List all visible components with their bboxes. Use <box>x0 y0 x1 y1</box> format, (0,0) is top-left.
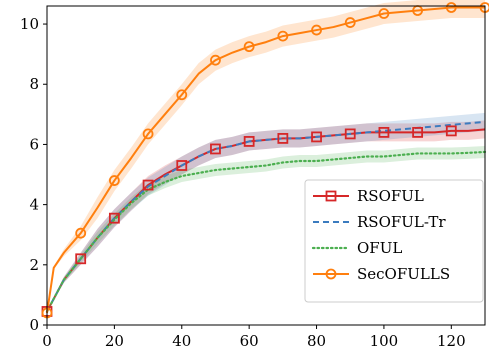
marker-series-3-4 <box>176 89 188 101</box>
x-tick-label-100: 100 <box>370 332 399 350</box>
marker-series-0-7 <box>277 133 289 144</box>
x-tick-label-60: 60 <box>240 332 259 350</box>
y-axis: 0 2 4 6 8 10 <box>20 15 47 334</box>
plot-frame <box>46 5 486 326</box>
marker-series-3-6 <box>243 41 255 53</box>
x-tick-label-80: 80 <box>307 332 326 350</box>
y-tick-label-10: 10 <box>20 15 39 33</box>
marker-series-3-8 <box>311 24 322 36</box>
marker-series-3-9 <box>344 17 356 28</box>
marker-series-3-5 <box>210 54 221 66</box>
y-tick-label-6: 6 <box>29 135 39 153</box>
marker-series-0-4 <box>176 160 188 171</box>
marker-series-0-12 <box>445 125 457 137</box>
legend-label-3: SecOFULLS <box>357 265 450 283</box>
marker-series-3-2 <box>108 175 120 186</box>
y-tick-label-2: 2 <box>29 256 39 274</box>
y-tick-label-8: 8 <box>29 75 39 93</box>
band-series-2 <box>47 145 485 312</box>
y-tick-label-0: 0 <box>29 316 39 334</box>
series-lines <box>45 6 487 314</box>
legend-label-0: RSOFUL <box>357 187 424 205</box>
marker-series-0-5 <box>210 143 221 155</box>
line-series-3 <box>46 6 485 314</box>
marker-series-0-8 <box>311 131 322 143</box>
legend-marker-0 <box>325 190 337 202</box>
legend-box <box>304 179 484 303</box>
x-axis: 0 20 40 60 80 100 120 <box>42 325 466 350</box>
x-tick-label-120: 120 <box>437 332 466 350</box>
legend-label-1: RSOFUL-Tr <box>357 213 446 231</box>
marker-series-0-6 <box>243 136 255 147</box>
marker-series-3-7 <box>277 30 289 42</box>
band-series-0 <box>47 120 485 312</box>
marker-series-0-1 <box>75 253 87 265</box>
marker-series-3-12 <box>445 2 457 13</box>
line-series-2 <box>45 150 487 313</box>
marker-series-3-1 <box>75 227 87 239</box>
y-tick-label-4: 4 <box>29 196 39 214</box>
marker-series-0-2 <box>108 212 120 224</box>
band-series-3 <box>47 0 485 313</box>
marker-series-0-10 <box>378 126 390 138</box>
marker-series-0-9 <box>344 128 356 140</box>
legend-marker-3 <box>325 268 337 280</box>
x-tick-label-40: 40 <box>172 332 191 350</box>
x-tick-label-20: 20 <box>105 332 124 350</box>
legend: RSOFUL RSOFUL-Tr OFUL SecOFULLS <box>304 179 484 303</box>
marker-series-3-3 <box>142 128 154 140</box>
marker-series-3-10 <box>378 8 390 19</box>
legend-label-2: OFUL <box>357 239 402 257</box>
marker-series-0-3 <box>142 179 154 191</box>
line-series-1 <box>46 120 486 312</box>
marker-series-0-11 <box>412 126 424 138</box>
x-tick-label-0: 0 <box>42 332 52 350</box>
